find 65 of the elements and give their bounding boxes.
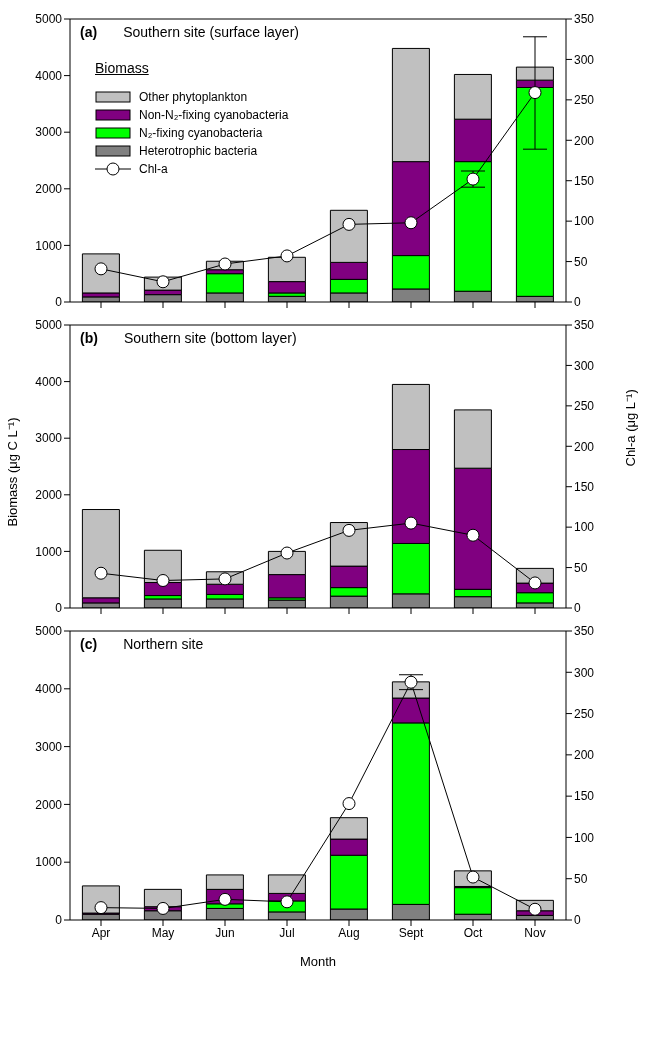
y-tick-label: 4000 bbox=[35, 374, 63, 389]
y2-tick-label: 200 bbox=[574, 133, 595, 148]
y2-tick-label: 150 bbox=[574, 789, 595, 804]
y2-tick-label: 50 bbox=[574, 254, 588, 269]
y-tick-label: 2000 bbox=[35, 797, 63, 812]
y2-tick-label: 350 bbox=[574, 318, 595, 333]
y-tick-label: 5000 bbox=[35, 318, 63, 333]
x-tick-label: Sept bbox=[398, 925, 425, 940]
y-tick-label: 5000 bbox=[35, 624, 63, 639]
y-tick-label: 2000 bbox=[35, 182, 63, 197]
legend-label: Non-N₂-fixing cyanobacteria bbox=[139, 108, 289, 122]
y2-tick-label: 300 bbox=[574, 358, 595, 373]
x-tick-label: Oct bbox=[463, 925, 483, 940]
y2-tick-label: 300 bbox=[574, 52, 595, 67]
legend-label: Heterotrophic bacteria bbox=[139, 144, 258, 158]
y2-tick-label: 350 bbox=[574, 624, 595, 639]
y-tick-label: 3000 bbox=[35, 125, 63, 140]
y2-tick-label: 350 bbox=[574, 12, 595, 27]
y-tick-label: 0 bbox=[55, 601, 63, 616]
x-tick-label: Aug bbox=[338, 925, 360, 940]
annotation: (a) bbox=[80, 24, 98, 40]
annotation: (b) bbox=[80, 330, 98, 346]
y2-tick-label: 100 bbox=[574, 520, 595, 535]
x-tick-label: May bbox=[151, 925, 175, 940]
y2-tick-label: 0 bbox=[574, 913, 581, 928]
y2-tick-label: 0 bbox=[574, 601, 581, 616]
legend-label: Chl-a bbox=[139, 162, 168, 176]
y-tick-label: 3000 bbox=[35, 739, 63, 754]
x-tick-label: Nov bbox=[524, 925, 546, 940]
y2-tick-label: 50 bbox=[574, 871, 588, 886]
y2-tick-label: 250 bbox=[574, 706, 595, 721]
y-tick-label: 3000 bbox=[35, 431, 63, 446]
legend-label: N₂-fixing cyanobacteria bbox=[139, 126, 263, 140]
y2-tick-label: 0 bbox=[574, 295, 581, 310]
x-tick-label: Jun bbox=[215, 925, 235, 940]
y2-tick-label: 250 bbox=[574, 93, 595, 108]
y-tick-label: 4000 bbox=[35, 68, 63, 83]
y2-tick-label: 200 bbox=[574, 748, 595, 763]
y-tick-label: 0 bbox=[55, 295, 63, 310]
y-tick-label: 4000 bbox=[35, 682, 63, 697]
chart-title: Northern site bbox=[123, 636, 204, 652]
y-tick-label: 5000 bbox=[35, 12, 63, 27]
annotation: (c) bbox=[80, 636, 98, 652]
x-tick-label: Jul bbox=[279, 925, 295, 940]
y2-tick-label: 150 bbox=[574, 479, 595, 494]
legend-label: Other phytoplankton bbox=[139, 90, 248, 104]
chart-title: Southern site (surface layer) bbox=[123, 24, 299, 40]
y2-tick-label: 100 bbox=[574, 830, 595, 845]
y-axis-title: Biomass (μg C L⁻¹) bbox=[4, 417, 20, 527]
x-axis-title: Month bbox=[299, 954, 337, 969]
y-tick-label: 0 bbox=[55, 913, 63, 928]
y2-tick-label: 150 bbox=[574, 173, 595, 188]
y2-tick-label: 200 bbox=[574, 439, 595, 454]
y-tick-label: 1000 bbox=[35, 238, 63, 253]
y2-tick-label: 250 bbox=[574, 399, 595, 414]
y-tick-label: 1000 bbox=[35, 855, 63, 870]
chart-title: Southern site (bottom layer) bbox=[123, 330, 297, 346]
y2-tick-label: 300 bbox=[574, 665, 595, 680]
x-tick-label: Apr bbox=[91, 925, 111, 940]
y-tick-label: 1000 bbox=[35, 544, 63, 559]
legend-title: Biomass bbox=[95, 60, 150, 76]
y2-tick-label: 100 bbox=[574, 214, 595, 229]
y2-axis-title: Chl-a (μg L⁻¹) bbox=[622, 389, 638, 467]
y-tick-label: 2000 bbox=[35, 488, 63, 503]
y2-tick-label: 50 bbox=[574, 560, 588, 575]
